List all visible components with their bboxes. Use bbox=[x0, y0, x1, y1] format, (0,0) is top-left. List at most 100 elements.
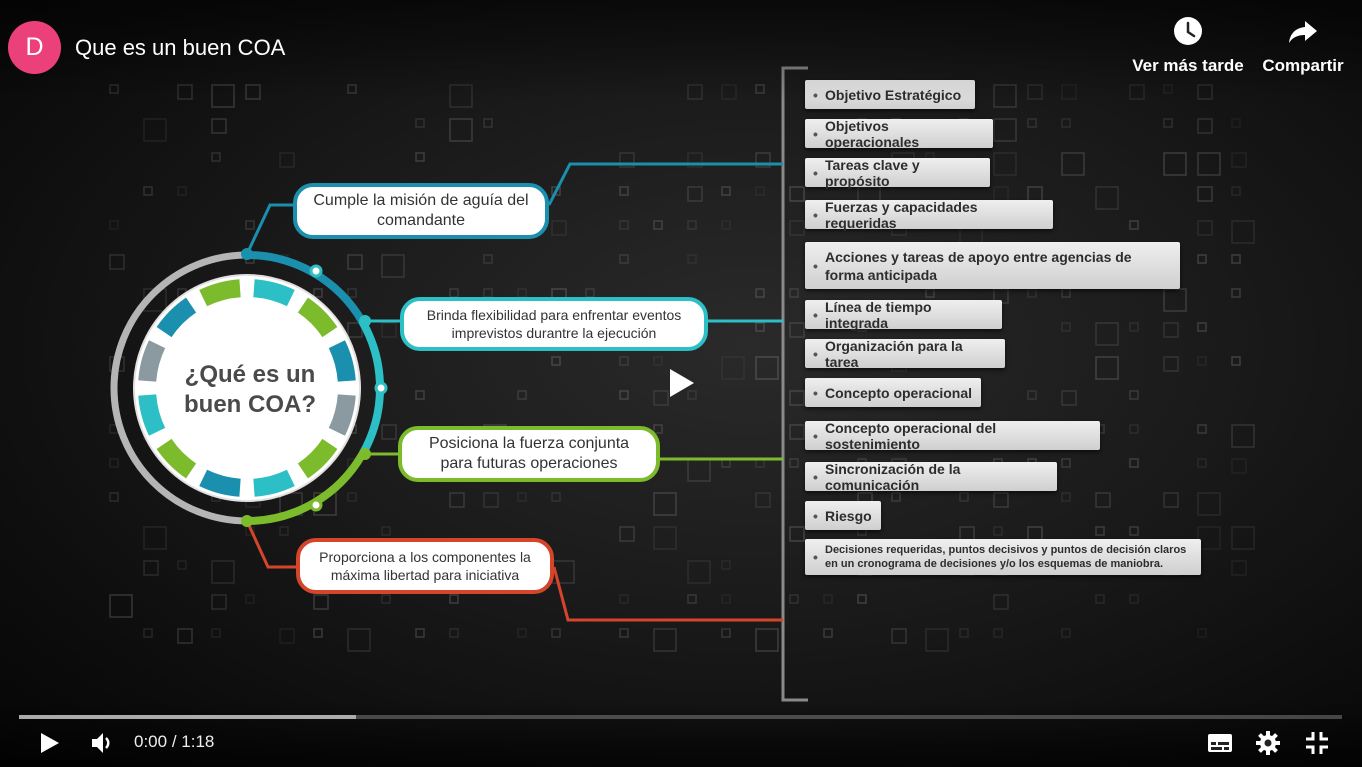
bg-square bbox=[279, 526, 289, 536]
bg-square bbox=[687, 594, 697, 604]
bg-square bbox=[789, 390, 805, 406]
bg-square bbox=[1197, 458, 1207, 468]
bg-square bbox=[143, 526, 167, 550]
bg-square bbox=[517, 390, 527, 400]
bg-square bbox=[279, 152, 295, 168]
bg-square bbox=[109, 458, 119, 468]
bg-square bbox=[1095, 356, 1119, 380]
bg-square bbox=[789, 288, 799, 298]
bg-square bbox=[143, 628, 153, 638]
bg-square bbox=[653, 390, 669, 406]
bg-square bbox=[1129, 526, 1139, 536]
bg-square bbox=[789, 220, 805, 236]
settings-icon bbox=[1256, 731, 1280, 755]
bg-square bbox=[1231, 220, 1255, 244]
bg-square bbox=[789, 424, 805, 440]
bg-square bbox=[109, 254, 125, 270]
bg-square bbox=[721, 560, 731, 570]
bg-square bbox=[1163, 118, 1173, 128]
bg-square bbox=[823, 628, 833, 638]
bg-square bbox=[1197, 628, 1207, 638]
bg-square bbox=[1095, 594, 1105, 604]
bg-square bbox=[619, 526, 635, 542]
bg-square bbox=[1095, 186, 1119, 210]
bg-square bbox=[1095, 526, 1105, 536]
bg-square bbox=[1061, 458, 1071, 468]
center-title: ¿Qué es un buen COA? bbox=[184, 361, 316, 418]
video-title[interactable]: Que es un buen COA bbox=[75, 35, 286, 60]
watch-later-label: Ver más tarde bbox=[1132, 56, 1244, 75]
bg-square bbox=[1129, 220, 1139, 230]
bg-square bbox=[381, 594, 391, 604]
bg-square bbox=[653, 220, 663, 230]
branch-initiative: Proporciona a los componentes la máxima l… bbox=[296, 538, 554, 594]
bg-square bbox=[1197, 492, 1221, 516]
bg-square bbox=[619, 186, 629, 196]
list-item: Concepto operacional del sostenimiento bbox=[805, 420, 1100, 452]
bg-square bbox=[347, 254, 363, 270]
bg-square bbox=[687, 560, 711, 584]
bg-square bbox=[1129, 322, 1139, 332]
progress-loaded bbox=[19, 715, 357, 719]
bg-square bbox=[891, 628, 907, 644]
bg-square bbox=[415, 390, 425, 400]
bg-square bbox=[517, 492, 527, 502]
bg-square bbox=[721, 356, 745, 380]
bg-square bbox=[211, 152, 221, 162]
bg-square bbox=[1231, 118, 1241, 128]
watch-later-button[interactable]: Ver más tarde bbox=[1130, 16, 1246, 76]
bg-square bbox=[1197, 118, 1213, 134]
settings-button[interactable] bbox=[1255, 730, 1281, 761]
bg-square bbox=[619, 356, 629, 366]
bg-square bbox=[551, 186, 561, 196]
bg-square bbox=[313, 288, 323, 298]
bg-square bbox=[619, 390, 629, 400]
center-play-icon[interactable] bbox=[662, 363, 702, 408]
bg-square bbox=[347, 492, 357, 502]
bg-square bbox=[483, 254, 493, 264]
bg-square bbox=[551, 492, 561, 502]
list-item: Acciones y tareas de apoyo entre agencia… bbox=[805, 242, 1180, 289]
list-item: Fuerzas y capacidades requeridas bbox=[805, 199, 1053, 231]
bg-square bbox=[1231, 458, 1247, 474]
bg-square bbox=[1061, 322, 1071, 332]
bg-square bbox=[1061, 390, 1077, 406]
list-item: Objetivos operacionales bbox=[805, 118, 993, 150]
bg-square bbox=[755, 152, 771, 168]
bg-square bbox=[1231, 186, 1241, 196]
ring-segment bbox=[138, 394, 166, 436]
bg-square bbox=[143, 186, 153, 196]
play-icon bbox=[41, 733, 59, 753]
bg-square bbox=[721, 628, 731, 638]
bg-square bbox=[1231, 424, 1255, 448]
exit-fullscreen-button[interactable] bbox=[1304, 730, 1330, 761]
share-button[interactable]: Compartir bbox=[1258, 16, 1348, 76]
subtitles-button[interactable] bbox=[1206, 730, 1234, 761]
bg-square bbox=[211, 560, 235, 584]
bg-square bbox=[1129, 424, 1139, 434]
volume-icon bbox=[92, 733, 110, 753]
bg-square bbox=[1129, 594, 1139, 604]
progress-bar[interactable] bbox=[19, 715, 1342, 719]
bg-square bbox=[993, 118, 1017, 142]
controls-bar bbox=[0, 700, 1362, 767]
ring-segment bbox=[328, 394, 356, 436]
play-button[interactable] bbox=[36, 730, 62, 761]
bg-square bbox=[347, 322, 363, 338]
bg-square bbox=[1163, 288, 1187, 312]
bg-square bbox=[483, 118, 493, 128]
bg-square bbox=[381, 322, 397, 338]
bg-square bbox=[1129, 390, 1139, 400]
channel-avatar[interactable]: D bbox=[8, 21, 61, 74]
bg-square bbox=[313, 628, 323, 638]
ring-segment bbox=[156, 438, 197, 479]
bg-square bbox=[381, 424, 397, 440]
bg-square bbox=[211, 118, 227, 134]
ring-segment bbox=[297, 297, 338, 338]
bg-square bbox=[857, 594, 867, 604]
volume-button[interactable] bbox=[89, 730, 115, 761]
bg-square bbox=[619, 628, 629, 638]
bg-square bbox=[687, 186, 703, 202]
bg-square bbox=[1197, 186, 1213, 202]
